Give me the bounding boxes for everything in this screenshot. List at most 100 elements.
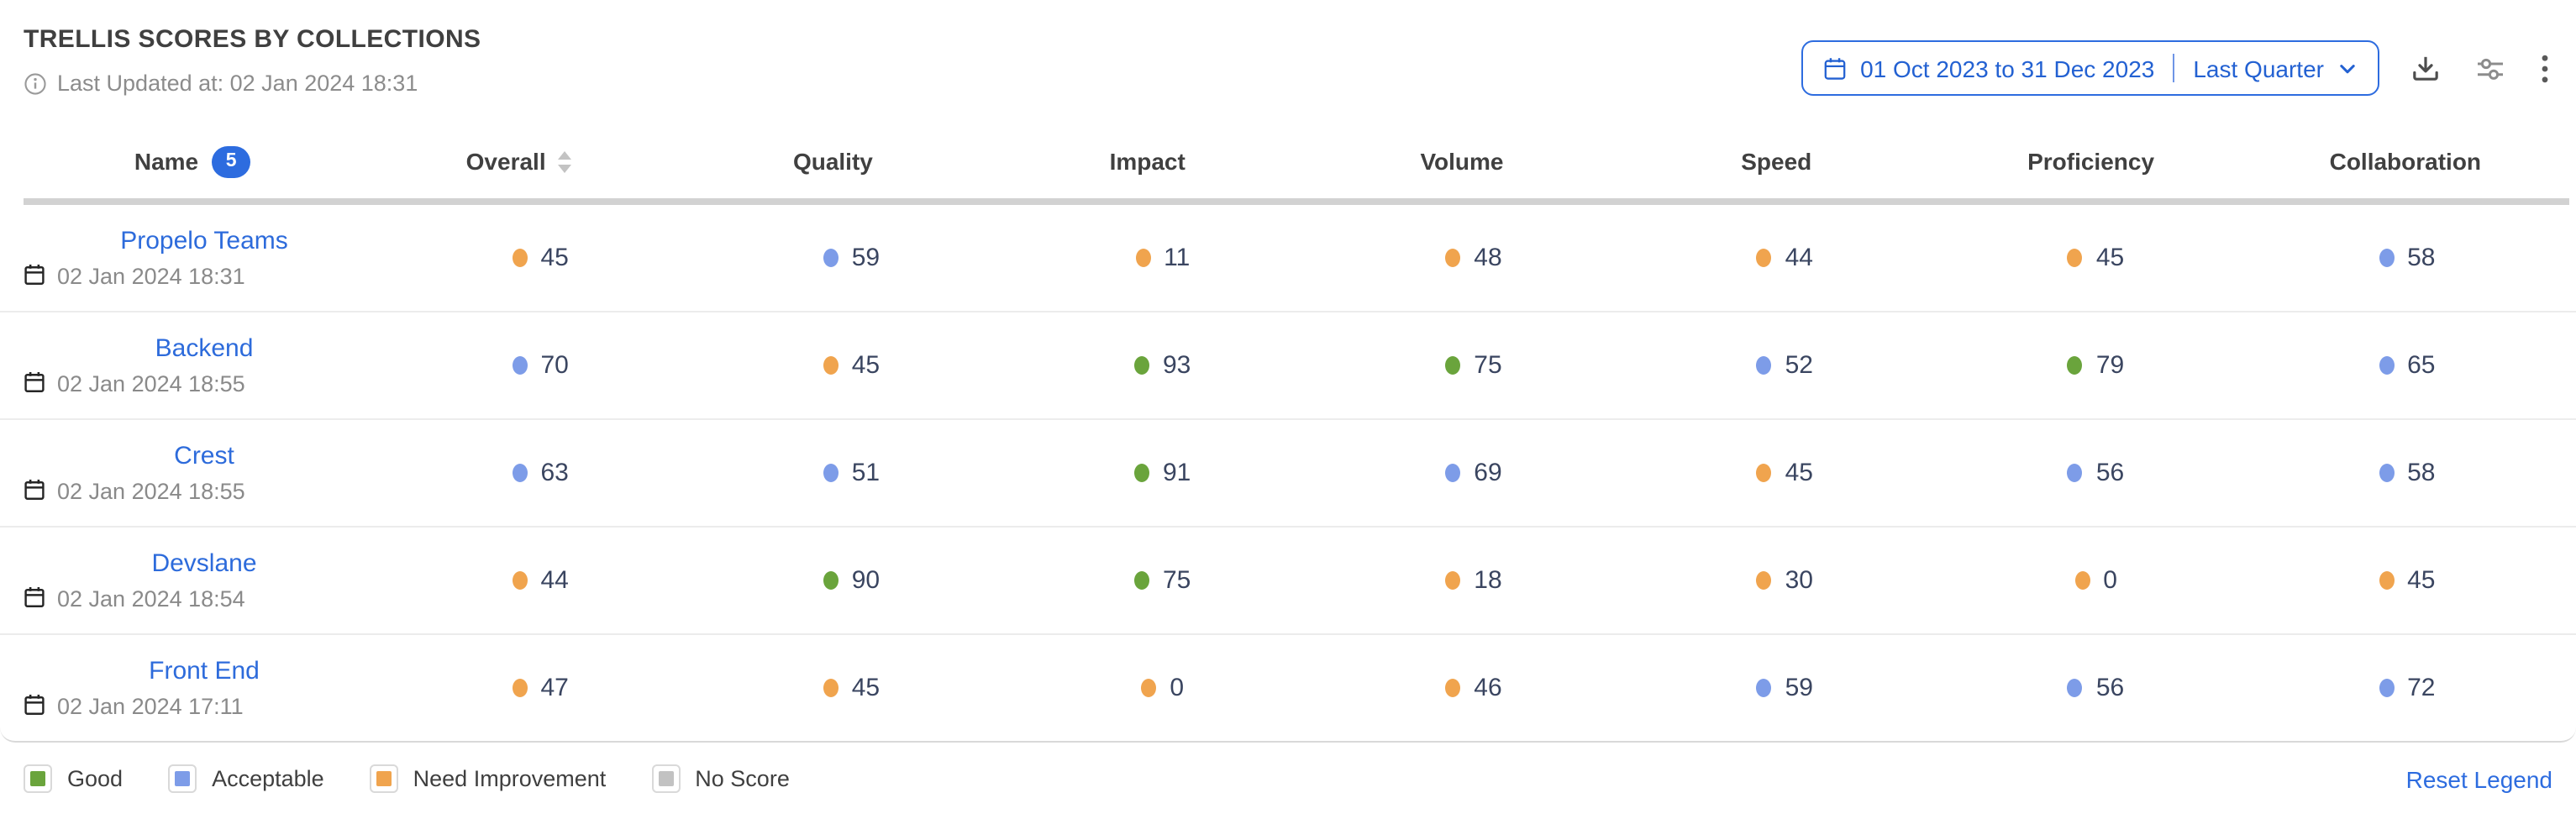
date-range-button[interactable]: 01 Oct 2023 to 31 Dec 2023 Last Quarter [1801,40,2379,96]
score-value: 44 [1785,244,1813,272]
collection-updated-text: 02 Jan 2024 18:54 [57,586,245,612]
score-dot [512,679,528,697]
column-header-label: Proficiency [2027,148,2155,175]
more-icon [2541,53,2549,83]
score-value: 48 [1474,244,1502,272]
column-header-label: Quality [792,148,873,175]
legend-swatch [30,771,45,786]
score-value: 72 [2407,674,2436,702]
legend-item[interactable]: Need Improvement [369,764,607,793]
score-cell: 63 [385,459,696,487]
sort-asc-icon [557,150,571,159]
button-divider [2173,54,2175,82]
collection-cell: Front End 02 Jan 2024 17:11 [24,656,385,720]
collection-cell: Devslane 02 Jan 2024 18:54 [24,549,385,612]
score-cell: 48 [1318,244,1629,272]
score-value: 58 [2407,244,2436,272]
score-value: 56 [2095,674,2125,702]
score-cell: 56 [1940,674,2251,702]
score-cell: 52 [1629,351,1940,380]
calendar-icon [24,370,45,397]
table-row: Crest 02 Jan 2024 18:55 63 51 91 69 45 5… [0,420,2576,528]
collection-link[interactable]: Backend [155,333,254,362]
score-dot [1135,249,1151,267]
collection-link[interactable]: Front End [149,656,260,685]
score-dot [512,571,528,590]
score-cell: 46 [1318,674,1629,702]
legend-swatch-box [369,764,398,793]
score-dot [2379,356,2395,375]
legend-item[interactable]: Good [24,764,123,793]
column-header-speed: Speed [1619,148,1933,175]
score-cell: 18 [1318,566,1629,595]
column-header-label: Overall [465,148,546,175]
collection-updated: 02 Jan 2024 18:55 [24,478,385,505]
legend-label: Need Improvement [413,766,607,791]
score-cell: 91 [1007,459,1318,487]
collection-cell: Crest 02 Jan 2024 18:55 [24,441,385,505]
collection-updated-text: 02 Jan 2024 18:31 [57,264,245,289]
score-cell: 59 [1629,674,1940,702]
score-cell: 58 [2252,244,2563,272]
score-value: 56 [2095,459,2125,487]
column-header-name: Name 5 [24,145,361,177]
score-dot [1445,356,1461,375]
score-cell: 45 [1940,244,2251,272]
calendar-icon [24,585,45,612]
calendar-icon [24,263,45,290]
collection-link[interactable]: Crest [174,441,234,470]
widget-settings-button[interactable] [2472,50,2509,87]
table-row: Devslane 02 Jan 2024 18:54 44 90 75 18 3… [0,528,2576,635]
sliders-icon [2475,53,2505,83]
score-value: 0 [2103,566,2117,595]
scores-table: Name 5 Overall Quality Impact Volume Spe… [0,124,2576,743]
score-dot [1756,571,1772,590]
more-menu-button[interactable] [2537,50,2552,87]
score-dot [823,571,839,590]
date-range-text: 01 Oct 2023 to 31 Dec 2023 [1860,55,2155,81]
score-dot [823,249,839,267]
score-value: 45 [540,244,569,272]
sort-control[interactable] [557,150,571,172]
reset-legend-link[interactable]: Reset Legend [2405,765,2552,792]
collection-updated: 02 Jan 2024 18:55 [24,370,385,397]
score-cell: 65 [2252,351,2563,380]
table-body: Propelo Teams 02 Jan 2024 18:31 45 59 11… [0,205,2576,741]
last-updated: Last Updated at: 02 Jan 2024 18:31 [24,71,481,96]
collection-link[interactable]: Propelo Teams [120,226,288,255]
last-updated-text: Last Updated at: 02 Jan 2024 18:31 [57,71,418,96]
score-cell: 58 [2252,459,2563,487]
legend-item[interactable]: No Score [651,764,790,793]
score-value: 65 [2407,351,2436,380]
row-count-badge: 5 [212,145,251,177]
score-dot [2067,679,2083,697]
score-dot [1141,679,1157,697]
table-row: Propelo Teams 02 Jan 2024 18:31 45 59 11… [0,205,2576,312]
legend-swatch-box [168,764,197,793]
legend-label: Acceptable [212,766,324,791]
download-button[interactable] [2408,50,2443,86]
score-value: 59 [851,244,881,272]
score-cell: 72 [2252,674,2563,702]
score-value: 44 [540,566,569,595]
legend-item[interactable]: Acceptable [168,764,324,793]
score-dot [2379,679,2395,697]
score-cell: 45 [696,674,1007,702]
widget-controls: 01 Oct 2023 to 31 Dec 2023 Last Quarter [1801,40,2552,96]
info-icon[interactable] [24,71,47,95]
collection-updated: 02 Jan 2024 18:54 [24,585,385,612]
calendar-icon [24,693,45,720]
legend-items: Good Acceptable Need Improvement No Scor… [24,764,790,793]
score-dot [1134,464,1149,482]
score-dot [2379,571,2395,590]
score-value: 52 [1785,351,1813,380]
collection-link[interactable]: Devslane [151,549,257,577]
score-value: 18 [1474,566,1502,595]
score-dot [512,249,528,267]
score-cell: 30 [1629,566,1940,595]
score-cell: 69 [1318,459,1629,487]
legend-label: Good [67,766,124,791]
column-header-label: Speed [1741,148,1812,175]
score-value: 59 [1785,674,1813,702]
